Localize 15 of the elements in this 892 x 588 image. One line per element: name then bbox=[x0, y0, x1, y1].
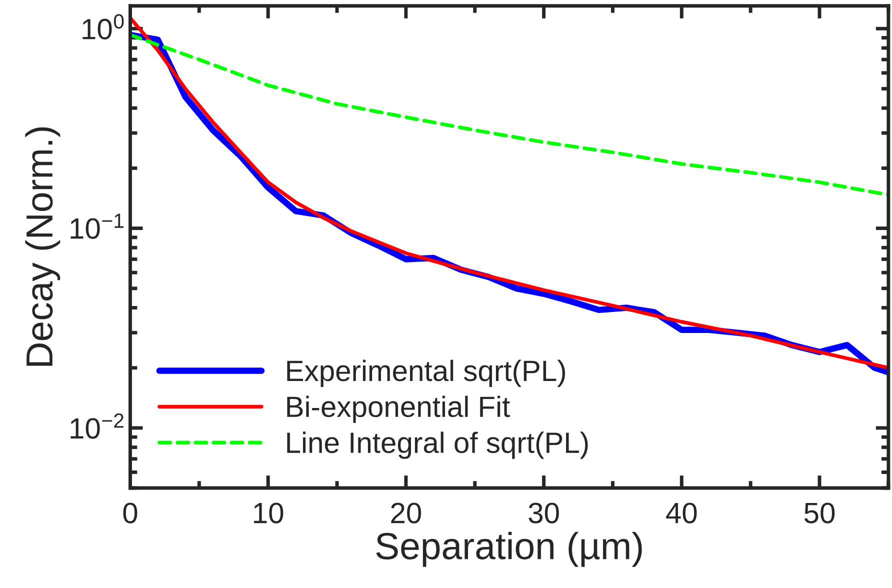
x-tick-label: 0 bbox=[123, 502, 138, 524]
x-tick-label: 20 bbox=[391, 502, 422, 524]
line-series bbox=[130, 33, 888, 197]
x-tick-label: 10 bbox=[254, 502, 284, 524]
legend-label: Bi-exponential Fit bbox=[287, 396, 510, 423]
x-tick-label: 40 bbox=[666, 502, 697, 524]
y-tick-label: 10$^{−2}$ bbox=[70, 413, 124, 439]
y-axis-title: Decay (Norm.) bbox=[25, 127, 60, 366]
x-tick-label: 50 bbox=[804, 502, 835, 524]
x-axis-title: Separation (µm) bbox=[376, 532, 642, 567]
y-tick-label: 10$^{0}$ bbox=[82, 14, 124, 40]
legend-label: Line Integral of sqrt(PL) bbox=[287, 432, 588, 459]
x-tick-label: 30 bbox=[528, 502, 559, 524]
y-tick-label: 10$^{−1}$ bbox=[70, 214, 124, 239]
legend-label: Experimental sqrt(PL) bbox=[287, 360, 566, 387]
